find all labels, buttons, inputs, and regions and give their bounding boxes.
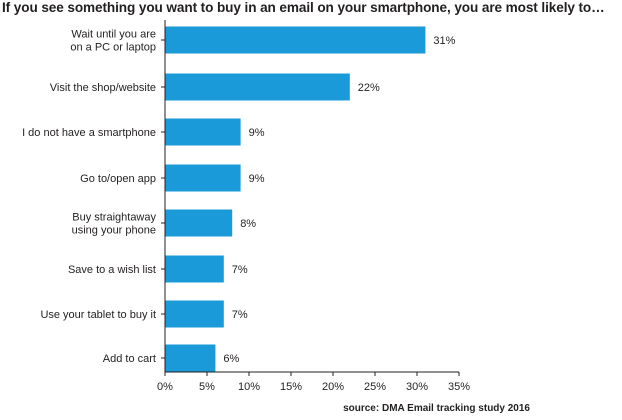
bar xyxy=(165,344,216,372)
category-label: Visit the shop/website xyxy=(50,82,156,94)
category-label: Wait until you are on a PC or laptop xyxy=(70,29,156,54)
source-note: source: DMA Email tracking study 2016 xyxy=(343,403,530,414)
chart-title: If you see something you want to buy in … xyxy=(2,0,605,15)
bar xyxy=(165,26,426,54)
bar-value-label: 8% xyxy=(240,218,256,230)
bar-value-label: 31% xyxy=(433,35,455,47)
x-tick-label: 35% xyxy=(448,381,470,393)
bar xyxy=(165,209,233,237)
x-tick-label: 5% xyxy=(199,381,215,393)
category-label: Buy straightaway using your phone xyxy=(72,212,157,237)
bar-value-label: 9% xyxy=(249,173,265,185)
bar-value-label: 7% xyxy=(232,309,248,321)
category-label: Use your tablet to buy it xyxy=(40,309,156,321)
bar-value-label: 7% xyxy=(232,264,248,276)
bar xyxy=(165,118,241,146)
bar-value-label: 6% xyxy=(223,353,239,365)
bar xyxy=(165,73,350,101)
bar xyxy=(165,300,224,328)
category-label: I do not have a smartphone xyxy=(22,127,156,139)
category-label: Save to a wish list xyxy=(68,264,156,276)
x-tick-label: 10% xyxy=(238,381,260,393)
bar xyxy=(165,255,224,283)
x-tick-label: 0% xyxy=(157,381,173,393)
category-label: Go to/open app xyxy=(80,173,156,185)
x-tick-label: 20% xyxy=(322,381,344,393)
bar-value-label: 9% xyxy=(249,127,265,139)
bar xyxy=(165,164,241,192)
x-tick-label: 30% xyxy=(406,381,428,393)
category-label: Add to cart xyxy=(103,353,156,365)
x-tick-label: 25% xyxy=(364,381,386,393)
bar-value-label: 22% xyxy=(358,82,380,94)
x-tick-label: 15% xyxy=(280,381,302,393)
